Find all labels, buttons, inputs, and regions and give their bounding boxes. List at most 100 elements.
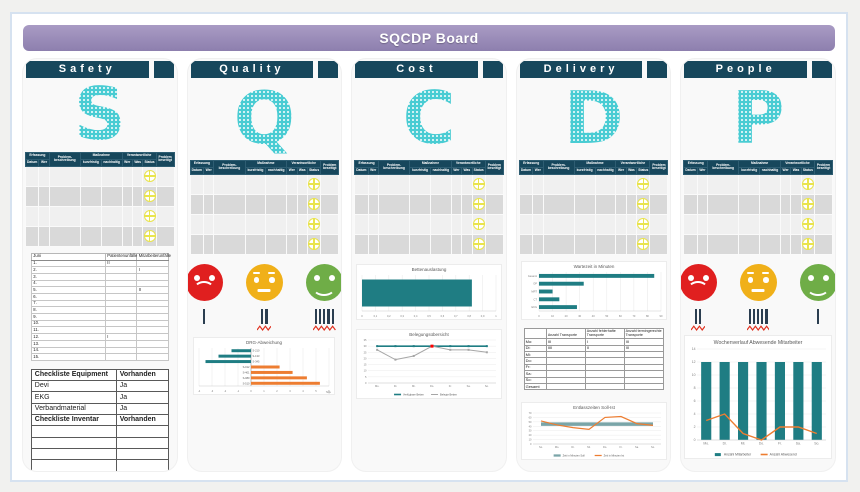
table-cell [104, 266, 138, 274]
status-indicator-icon[interactable] [472, 217, 485, 230]
problem-table-cell [683, 213, 698, 235]
problem-table-cell [79, 225, 102, 247]
table-cell: Vorhanden [115, 368, 169, 382]
table-cell: III [623, 338, 664, 346]
problem-table-cell [367, 213, 379, 235]
column-header-people: People [684, 61, 832, 78]
svg-text:0: 0 [365, 381, 367, 385]
happy-smiley-icon[interactable] [799, 263, 835, 301]
mood-indicator-row [681, 263, 835, 331]
problem-table-header: Problem-beschreibung [377, 160, 411, 175]
table-row: Di: IIII II III [523, 344, 664, 353]
svg-text:-3: -3 [211, 388, 214, 392]
problem-table-cell [100, 185, 123, 207]
happy-smiley-block [796, 263, 835, 331]
problem-table-cell [636, 173, 651, 195]
column-letter: Q [233, 76, 295, 160]
problem-table-cell [594, 173, 617, 195]
svg-text:15: 15 [364, 362, 367, 366]
problem-table-cell [636, 233, 651, 255]
problem-table-cell [759, 233, 781, 255]
svg-text:0,5: 0,5 [427, 313, 431, 317]
problem-table-cell [354, 213, 369, 235]
column-header-cost: Cost [355, 61, 503, 78]
table-cell [623, 350, 664, 359]
problem-table-cell [142, 205, 157, 227]
svg-text:30: 30 [528, 429, 531, 433]
svg-text:0: 0 [530, 442, 532, 446]
table-cell [30, 459, 117, 471]
table-cell [623, 382, 664, 391]
status-indicator-icon[interactable] [801, 177, 814, 190]
problem-table-row [683, 173, 833, 195]
status-indicator-icon[interactable] [637, 217, 650, 230]
problem-table-subheader: Datum [683, 166, 698, 175]
neutral-smiley-icon[interactable] [739, 263, 777, 301]
problem-table-cell [707, 173, 740, 195]
status-indicator-icon[interactable] [308, 197, 321, 210]
svg-text:10: 10 [528, 438, 531, 442]
problem-table-subheader: kurzfristig [573, 166, 596, 175]
problem-table-row [24, 185, 175, 207]
problem-table-cell [615, 213, 627, 235]
status-indicator-icon[interactable] [637, 177, 650, 190]
problem-table-cell [461, 233, 473, 255]
status-indicator-icon[interactable] [308, 237, 321, 250]
tally-marks [203, 308, 206, 324]
problem-table-cell [573, 233, 596, 255]
problem-tracking-table: Erfassung Problem-beschreibung Maßnahme Ver… [517, 158, 671, 255]
table-cell: 1. [30, 259, 106, 268]
happy-smiley-icon[interactable] [305, 263, 342, 301]
neutral-smiley-icon[interactable] [245, 263, 283, 301]
problem-table-cell [409, 213, 431, 235]
problem-table-cell [790, 233, 802, 255]
svg-text:S-210: S-210 [253, 348, 260, 352]
status-indicator-icon[interactable] [143, 229, 156, 242]
status-indicator-icon[interactable] [472, 197, 485, 210]
problem-table-cell [649, 193, 669, 215]
status-indicator-icon[interactable] [801, 237, 814, 250]
status-indicator-icon[interactable] [637, 197, 650, 210]
problem-table-cell [532, 213, 544, 235]
status-indicator-icon[interactable] [308, 217, 321, 230]
problem-table-cell [779, 193, 792, 215]
problem-table-cell [265, 213, 288, 235]
problem-table-cell [377, 173, 411, 195]
problem-table-cell [24, 225, 40, 247]
table-row: 8. [30, 306, 169, 315]
status-indicator-icon[interactable] [801, 217, 814, 230]
svg-text:DRG-Abweichung: DRG-Abweichung [246, 340, 283, 345]
status-indicator-icon[interactable] [308, 177, 321, 190]
table-cell [115, 447, 169, 461]
problem-table-cell [800, 173, 816, 195]
problem-table-header: Problem-beschreibung [213, 160, 246, 175]
problem-table-header: Maßnahme [244, 160, 288, 168]
problem-table-cell [265, 233, 288, 255]
problem-table-cell [450, 173, 463, 195]
problem-table-cell [121, 185, 133, 207]
problem-table-subheader: kurzfristig [409, 166, 431, 175]
problem-table-cell [707, 233, 740, 255]
svg-text:50: 50 [528, 420, 531, 424]
sad-smiley-icon[interactable] [681, 263, 717, 301]
status-indicator-icon[interactable] [472, 237, 485, 250]
status-indicator-icon[interactable] [143, 209, 156, 222]
svg-text:Gesamt: Gesamt [527, 273, 536, 277]
problem-table-cell [48, 205, 81, 227]
status-indicator-icon[interactable] [637, 237, 650, 250]
problem-table-cell [320, 213, 340, 235]
table-header-cell: Juni [30, 252, 106, 261]
svg-text:S-012: S-012 [243, 365, 250, 369]
table-cell [104, 319, 138, 328]
status-indicator-icon[interactable] [801, 197, 814, 210]
sad-smiley-icon[interactable] [187, 263, 223, 301]
discharge-times-chart: Entlasszeiten Soll-Ist 0 10 20 30 40 50 60 70 So.… [520, 402, 667, 461]
status-indicator-icon[interactable] [143, 169, 156, 182]
svg-text:-2: -2 [224, 388, 227, 392]
status-indicator-icon[interactable] [472, 177, 485, 190]
problem-table-cell [649, 233, 669, 255]
svg-text:Verfügbare Betten: Verfügbare Betten [403, 392, 424, 396]
problem-table-cell [683, 193, 698, 215]
problem-table-cell [450, 233, 463, 255]
status-indicator-icon[interactable] [143, 189, 156, 202]
